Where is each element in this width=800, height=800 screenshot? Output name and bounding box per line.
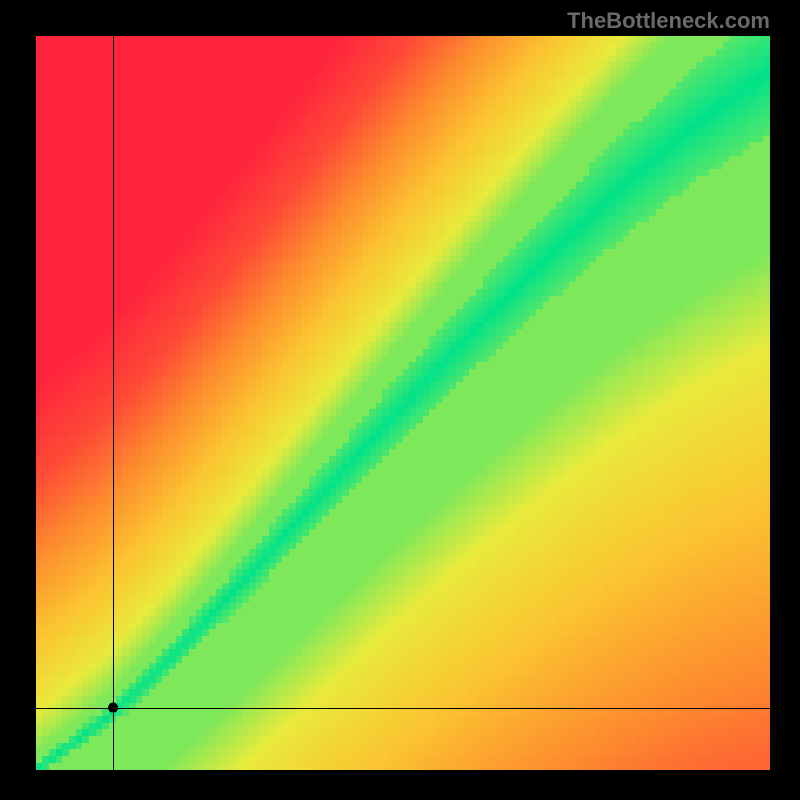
chart-container: TheBottleneck.com — [0, 0, 800, 800]
attribution-label: TheBottleneck.com — [567, 8, 770, 34]
bottleneck-heatmap — [36, 36, 770, 770]
